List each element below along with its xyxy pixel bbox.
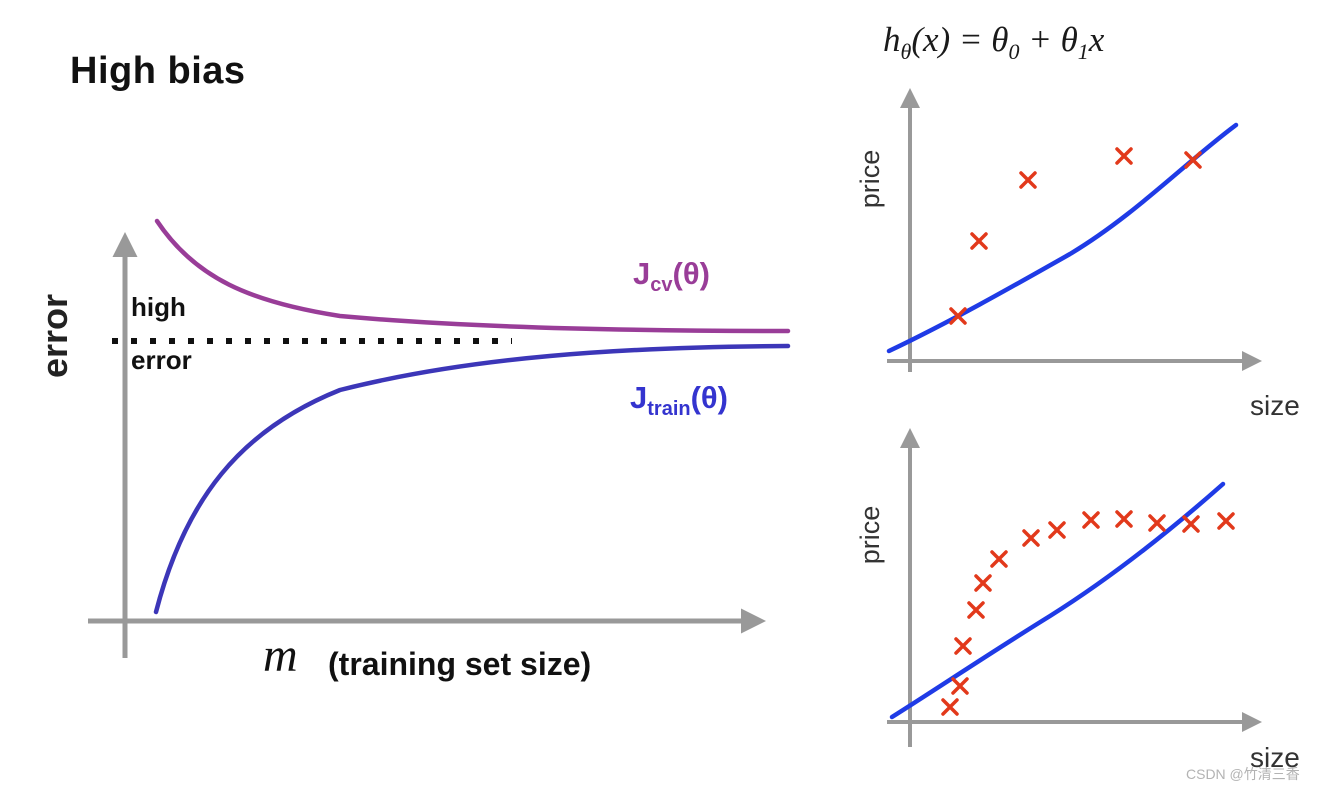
training-set-size-label: (training set size) (328, 646, 592, 682)
jcv-args: (θ) (672, 256, 710, 291)
high-error-annotation-line1: high (131, 292, 186, 322)
jcv-main: J (633, 256, 651, 291)
watermark: CSDN @竹清三香 (1186, 766, 1300, 782)
formula-theta-sub: θ (900, 39, 912, 64)
formula-sub1: 1 (1077, 39, 1089, 64)
top-price-axis-label: price (855, 149, 885, 209)
jcv-curve (154, 218, 791, 334)
hypothesis-formula: hθ(x) = θ0 + θ1x (883, 20, 1104, 65)
bottom-size-axis-label: size (1250, 742, 1300, 773)
error-axis-label: error (34, 293, 75, 379)
jcv-subscript: cv (650, 274, 673, 297)
bottom-price-axis-label: price (855, 505, 885, 565)
jcv-label: Jcv(θ) (633, 256, 710, 297)
bottom-scatter-axes (887, 428, 1262, 747)
jtrain-label: Jtrain(θ) (630, 380, 728, 421)
jtrain-main: J (630, 380, 648, 415)
top-scatter-axes (887, 88, 1262, 372)
top-fit-line (886, 122, 1239, 354)
top-scatter-markers (949, 147, 1202, 325)
formula-h: h (883, 20, 901, 59)
bottom-fit-line (889, 481, 1226, 720)
formula-plus: + θ (1019, 20, 1078, 59)
jtrain-args: (θ) (690, 380, 728, 415)
formula-sub0: 0 (1008, 39, 1020, 64)
high-error-annotation-line2: error (131, 345, 192, 375)
learning-curve-axes (88, 232, 766, 658)
jtrain-subscript: train (647, 398, 691, 421)
formula-mid: (x) = θ (911, 20, 1009, 59)
top-size-axis-label: size (1250, 390, 1300, 421)
m-axis-label: m (263, 629, 298, 682)
slide-title: High bias (70, 50, 246, 92)
formula-x: x (1088, 20, 1105, 59)
bottom-scatter-markers (941, 510, 1235, 716)
jtrain-curve (153, 343, 791, 615)
